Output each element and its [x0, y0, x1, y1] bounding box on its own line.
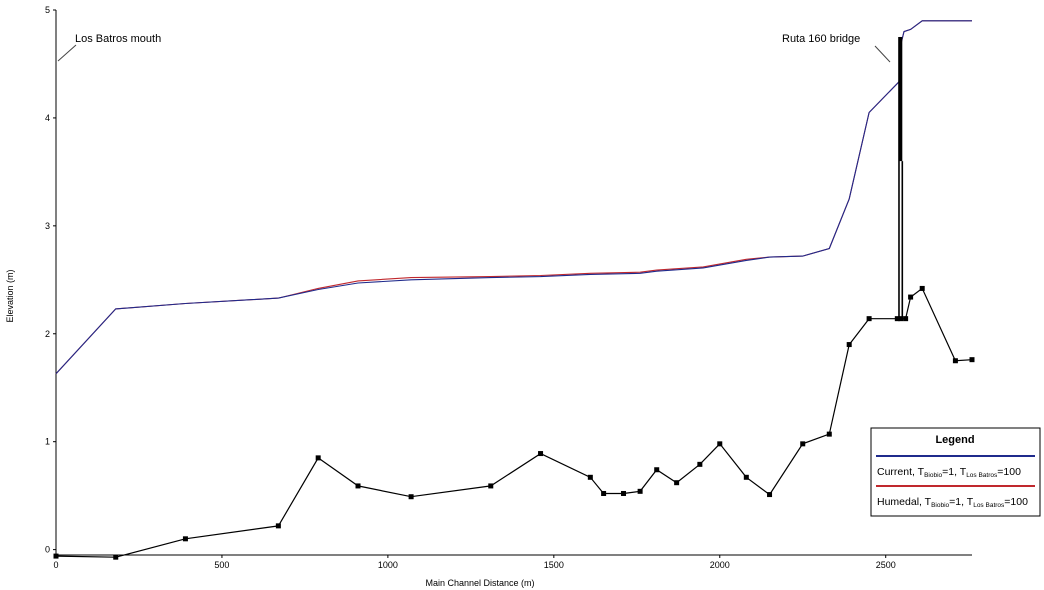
y-tick-label: 3	[45, 221, 50, 231]
annotation-mouth-leader	[57, 44, 77, 62]
legend-title: Legend	[935, 434, 974, 446]
ground-point	[826, 431, 832, 437]
ground-point	[315, 455, 321, 461]
ground-point	[697, 461, 703, 467]
ground-point	[800, 441, 806, 447]
series-lines	[55, 20, 973, 558]
y-tick-label: 1	[45, 437, 50, 447]
annotation-bridge-text: Ruta 160 bridge	[782, 33, 860, 45]
ground-point	[743, 474, 749, 480]
legend-box	[870, 427, 1041, 517]
y-axis-title: Elevation (m)	[5, 269, 15, 322]
ground-point	[767, 492, 773, 498]
annotation-bridge: Ruta 160 bridge	[782, 33, 891, 63]
legend: Legend Current, TBiobio=1, TLos Batros=1…	[870, 427, 1041, 517]
x-tick-label: 0	[53, 560, 58, 570]
ground-point	[182, 536, 188, 542]
ground-point	[488, 483, 494, 489]
annotation-bridge-leader	[874, 45, 891, 63]
ground-point	[621, 490, 627, 496]
series-line-ground	[55, 287, 973, 558]
y-tick-label: 0	[45, 545, 50, 555]
series-line-humedal	[55, 20, 972, 375]
y-tick-label: 2	[45, 329, 50, 339]
legend-label-humedal: Humedal, TBiobio=1, TLos Batros=100	[877, 496, 1028, 509]
ground-point	[717, 441, 723, 447]
ground-point	[637, 488, 643, 494]
x-tick-label: 2500	[876, 560, 896, 570]
annotation-mouth-text: Los Batros mouth	[75, 33, 161, 45]
ground-point	[908, 294, 914, 300]
ground-point	[894, 316, 900, 322]
ground-point	[903, 316, 909, 322]
legend-label-current: Current, TBiobio=1, TLos Batros=100	[877, 466, 1021, 479]
ground-point	[538, 451, 544, 457]
x-tick-label: 1500	[544, 560, 564, 570]
ground-point	[408, 494, 414, 500]
ground-markers	[53, 285, 975, 560]
ticks: 0 1 2 3 4 5 0 500 1000 1500 2000 2500	[45, 5, 896, 570]
ground-point	[846, 342, 852, 348]
ground-point	[601, 490, 607, 496]
ground-point	[53, 553, 59, 559]
ground-point	[952, 358, 958, 364]
ground-point	[674, 480, 680, 486]
y-tick-label: 5	[45, 5, 50, 15]
series-line-current	[55, 20, 972, 375]
axes	[55, 10, 972, 556]
bridge-deck	[898, 36, 903, 162]
ground-point	[654, 467, 660, 473]
annotation-mouth: Los Batros mouth	[57, 33, 161, 62]
ground-point	[969, 357, 975, 363]
ground-point	[113, 554, 119, 560]
x-tick-label: 500	[214, 560, 229, 570]
ground-point	[587, 474, 593, 480]
ground-point	[919, 285, 925, 291]
y-tick-label: 4	[45, 113, 50, 123]
ground-point	[866, 316, 872, 322]
ground-point	[275, 523, 281, 529]
x-tick-label: 1000	[378, 560, 398, 570]
ground-point	[355, 483, 361, 489]
x-tick-label: 2000	[710, 560, 730, 570]
x-axis-title: Main Channel Distance (m)	[425, 578, 534, 588]
ground-point	[898, 316, 904, 322]
